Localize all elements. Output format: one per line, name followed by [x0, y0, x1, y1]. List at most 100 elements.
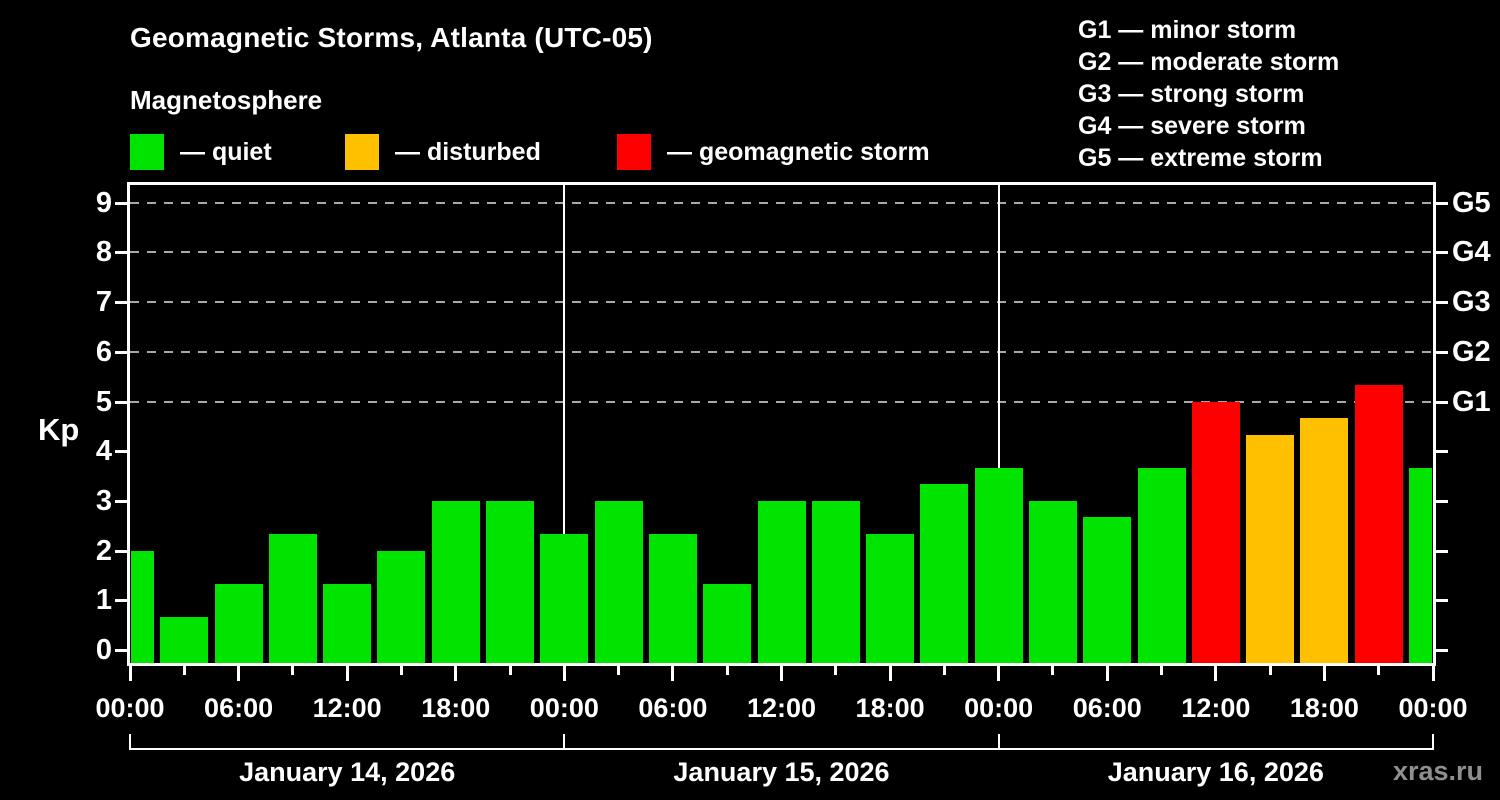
x-tick-label: 12:00: [1181, 693, 1251, 723]
kp-bar: [866, 534, 915, 663]
x-tick-label: 00:00: [529, 693, 599, 723]
legend-item-disturbed: — disturbed: [345, 133, 541, 171]
x-axis-minor-tick: [399, 666, 403, 675]
y-tick-label: 4: [95, 435, 112, 468]
right-axis-tick: [1436, 549, 1448, 553]
y-tick-label: 6: [95, 335, 112, 368]
kp-bar: [594, 500, 643, 663]
chart-subtitle: Magnetosphere: [130, 85, 323, 115]
x-axis-minor-tick: [617, 666, 621, 675]
x-tick-label: 18:00: [855, 693, 925, 723]
kp-bar: [431, 500, 480, 663]
x-tick-label: 00:00: [1398, 693, 1468, 723]
g-scale-label: G4: [1452, 236, 1491, 269]
legend-item-quiet: — quiet: [130, 133, 272, 171]
legend-label-quiet: — quiet: [180, 137, 272, 166]
gridline-dashed: [130, 201, 1433, 204]
watermark-link[interactable]: xras.ru: [1392, 756, 1483, 786]
plot-border: [127, 182, 1436, 666]
y-axis-tick: [115, 350, 127, 354]
x-axis-major-tick: [888, 666, 892, 681]
x-tick-label: 18:00: [421, 693, 491, 723]
x-axis-minor-tick: [182, 666, 186, 675]
right-axis-tick: [1436, 350, 1448, 354]
gridline-dashed: [130, 350, 1433, 353]
x-tick-label: 12:00: [312, 693, 382, 723]
right-axis-tick: [1436, 251, 1448, 255]
y-axis-tick: [115, 400, 127, 404]
right-axis-tick: [1436, 301, 1448, 305]
x-axis-major-tick: [562, 666, 566, 681]
x-axis-major-tick: [997, 666, 1001, 681]
x-tick-label: 18:00: [1289, 693, 1359, 723]
y-axis-tick: [115, 301, 127, 305]
x-axis-major-tick: [1431, 666, 1435, 681]
y-axis-tick: [115, 251, 127, 255]
x-axis-major-tick: [1322, 666, 1326, 681]
legend-label-disturbed: — disturbed: [395, 137, 541, 166]
gridline-dashed: [130, 400, 1433, 403]
date-bracket-tick: [563, 734, 566, 750]
page-title: Geomagnetic Storms, Atlanta (UTC-05): [130, 22, 653, 53]
day-boundary-line: [997, 185, 1000, 663]
kp-bar: [1137, 467, 1186, 663]
x-axis-minor-tick: [1377, 666, 1381, 675]
x-axis-minor-tick: [942, 666, 946, 675]
x-axis-minor-tick: [1268, 666, 1272, 675]
kp-bar: [974, 467, 1023, 663]
legend-swatch-storm: [617, 134, 651, 170]
kp-bar: [540, 534, 589, 663]
y-tick-label: 3: [95, 484, 112, 517]
g-scale-label: G1: [1452, 385, 1491, 418]
x-axis-major-tick: [128, 666, 132, 681]
gridline-dashed: [130, 251, 1433, 254]
x-axis-minor-tick: [725, 666, 729, 675]
legend-swatch-quiet: [130, 134, 164, 170]
kp-bar: [1300, 417, 1349, 663]
kp-bar: [1028, 500, 1077, 663]
right-axis-tick: [1436, 400, 1448, 404]
gridline-dashed: [130, 301, 1433, 304]
right-axis-tick: [1436, 450, 1448, 454]
kp-bar: [920, 484, 969, 663]
y-tick-label: 9: [95, 186, 112, 219]
y-axis-tick: [115, 201, 127, 205]
right-axis-tick: [1436, 599, 1448, 603]
date-bracket-tick: [129, 734, 131, 750]
right-axis-tick: [1436, 499, 1448, 503]
x-axis-major-tick: [454, 666, 458, 681]
kp-bar: [323, 583, 372, 663]
x-axis-major-tick: [671, 666, 675, 681]
kp-bar: [1409, 467, 1432, 663]
g-scale-label: G5: [1452, 186, 1491, 219]
kp-bar: [811, 500, 860, 663]
g-legend-line: G4 — severe storm: [1078, 112, 1306, 140]
g-scale-label: G3: [1452, 286, 1491, 319]
x-axis-minor-tick: [508, 666, 512, 675]
g-legend-line: G5 — extreme storm: [1078, 144, 1323, 172]
legend-item-storm: — geomagnetic storm: [617, 133, 930, 171]
kp-bar: [1246, 434, 1295, 663]
kp-bar: [268, 534, 317, 663]
x-tick-label: 12:00: [746, 693, 817, 723]
x-axis-major-tick: [1105, 666, 1109, 681]
date-label: January 16, 2026: [1107, 757, 1324, 787]
x-tick-label: 06:00: [204, 693, 274, 723]
kp-bar: [1083, 517, 1132, 663]
g-legend-line: G3 — strong storm: [1078, 80, 1305, 108]
kp-bar: [214, 583, 263, 663]
x-axis-minor-tick: [834, 666, 838, 675]
y-axis-tick: [115, 450, 127, 454]
x-tick-label: 06:00: [1072, 693, 1142, 723]
y-axis-tick: [115, 599, 127, 603]
kp-bar: [1191, 401, 1240, 663]
x-axis-major-tick: [780, 666, 783, 681]
day-boundary-line: [563, 185, 566, 663]
kp-bar: [1354, 385, 1403, 663]
y-axis-tick: [115, 649, 127, 652]
x-axis-major-tick: [237, 666, 241, 681]
date-label: January 15, 2026: [673, 757, 890, 787]
x-axis-major-tick: [345, 666, 349, 681]
date-bracket-line: [130, 748, 1433, 750]
